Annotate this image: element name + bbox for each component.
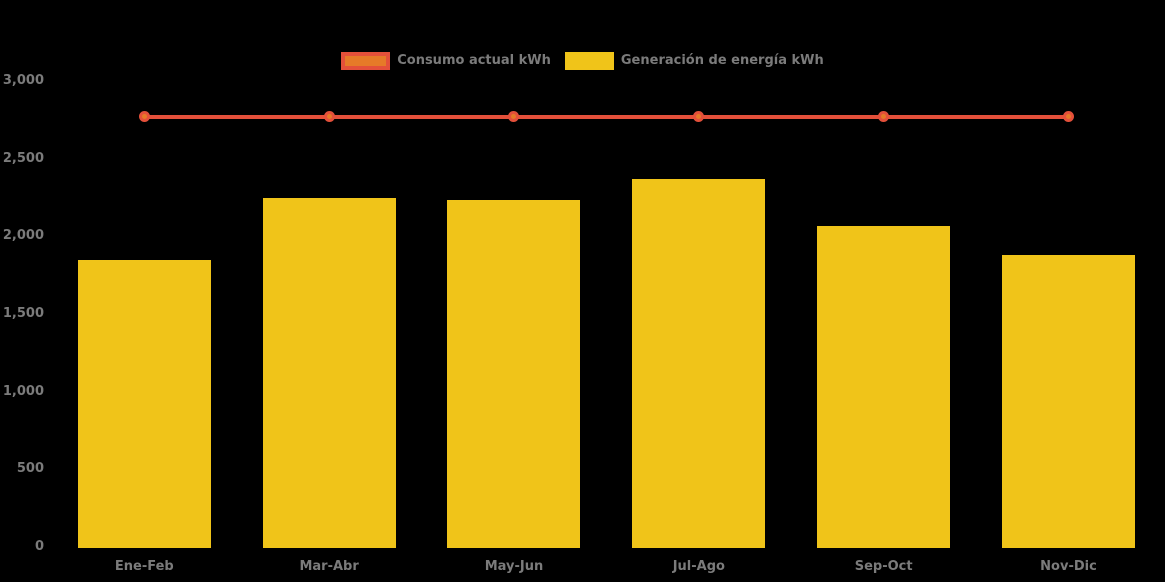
legend-label-generacion: Generación de energía kWh [620, 53, 824, 68]
y-axis-tick-label: 2,000 [2, 228, 44, 244]
generacion-swatch-icon [564, 52, 614, 70]
x-axis-label: Ene-Feb [114, 559, 174, 574]
y-axis-tick-label: 2,500 [2, 150, 44, 166]
consumption-marker-nov-dic[interactable] [1063, 111, 1074, 123]
bar-may-jun[interactable] [447, 199, 581, 548]
y-axis-tick-label: 1,000 [2, 383, 44, 399]
bar-nov-dic[interactable] [1002, 254, 1135, 548]
chart-legend: Consumo actual kWh Generación de energía… [0, 50, 1165, 72]
y-axis-tick-label: 500 [16, 461, 44, 477]
x-axis-label: Nov-Dic [1040, 559, 1097, 574]
consumption-marker-may-jun[interactable] [508, 111, 520, 123]
bar-jul-ago[interactable] [632, 178, 766, 548]
consumption-marker-jul-ago[interactable] [693, 111, 705, 123]
legend-label-consumo-actual: Consumo actual kWh [397, 53, 551, 68]
bar-mar-abr[interactable] [262, 198, 396, 548]
x-axis-label: Mar-Abr [299, 559, 359, 574]
x-axis-label: Jul-Ago [672, 559, 725, 574]
y-axis-tick-label: 1,500 [2, 306, 44, 321]
bar-sep-oct[interactable] [817, 226, 951, 548]
consumption-line [144, 114, 1069, 119]
x-axis-label: Sep-Oct [854, 559, 913, 574]
consumption-marker-mar-abr[interactable] [323, 111, 335, 123]
x-axis-label: May-Jun [484, 559, 544, 574]
consumption-marker-ene-feb[interactable] [138, 111, 150, 123]
consumo-actual-swatch-icon [341, 52, 391, 70]
legend-item-generacion[interactable]: Generación de energía kWh [564, 52, 824, 70]
bar-ene-feb[interactable] [77, 260, 211, 548]
legend-item-consumo-actual[interactable]: Consumo actual kWh [341, 52, 551, 70]
y-axis-tick-label: 3,000 [2, 73, 44, 88]
y-axis-tick-label: 0 [34, 539, 44, 554]
consumption-marker-sep-oct[interactable] [878, 111, 890, 123]
